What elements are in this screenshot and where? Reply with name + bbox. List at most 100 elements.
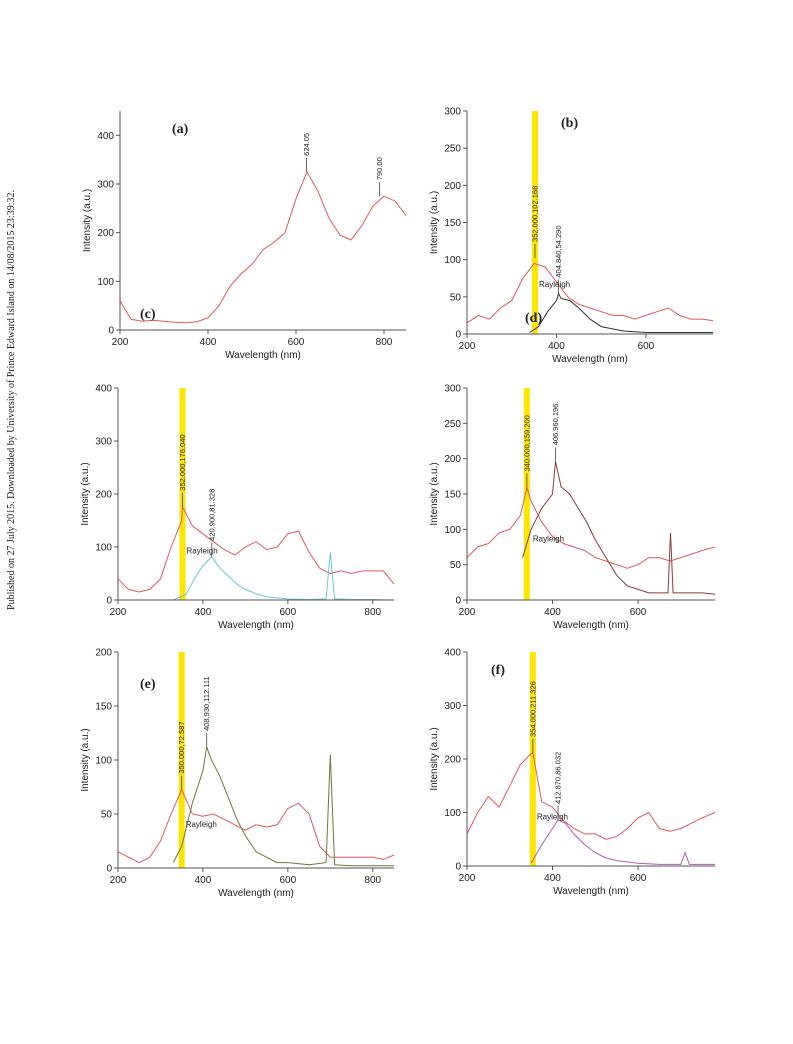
annotation-label: 340.000,159.200 (522, 415, 531, 471)
y-tick-label: 150 (444, 218, 461, 229)
annotation-label: 350.000,72.587 (177, 721, 186, 773)
x-tick-label: 600 (280, 875, 297, 886)
x-axis-title: Wavelength (nm) (553, 620, 629, 631)
y-tick-label: 300 (97, 180, 114, 191)
x-tick-label: 200 (110, 607, 127, 618)
y-tick-label: 150 (444, 490, 461, 501)
panel-label: (f) (491, 663, 505, 678)
annotation-label: 354.000,211.326 (528, 681, 537, 737)
y-tick-label: 400 (444, 648, 461, 659)
annotation-label: 408.930,112.111 (202, 676, 211, 731)
y-axis-title: Intensity (a.u.) (429, 462, 440, 525)
y-tick-label: 400 (97, 131, 114, 142)
y-tick-label: 100 (95, 543, 112, 554)
rayleigh-band (531, 111, 538, 334)
rayleigh-label: Rayleigh (187, 546, 218, 555)
y-tick-label: 100 (444, 255, 461, 266)
y-tick-label: 100 (444, 525, 461, 536)
y-tick-label: 200 (444, 181, 461, 192)
y-tick-label: 50 (101, 810, 113, 821)
y-tick-label: 0 (455, 596, 461, 607)
y-tick-label: 200 (95, 490, 112, 501)
rayleigh-band (523, 388, 530, 600)
y-axis-title: Intensity (a.u.) (429, 727, 440, 790)
panel-label: (b) (561, 116, 578, 131)
y-tick-label: 400 (95, 384, 112, 395)
y-tick-label: 0 (455, 862, 461, 873)
x-axis-title: Wavelength (nm) (225, 350, 301, 361)
y-tick-label: 300 (444, 384, 461, 395)
rayleigh-label: Rayleigh (537, 812, 568, 821)
spectrum-line (466, 752, 716, 840)
x-tick-label: 600 (630, 607, 647, 618)
y-axis-title: Intensity (a.u.) (82, 189, 93, 252)
annotation-label: 624.05 (302, 133, 311, 156)
x-tick-label: 200 (110, 875, 127, 886)
x-axis-title: Wavelength (nm) (218, 620, 294, 631)
annotation-label: 352.000,102.168 (530, 186, 539, 242)
x-tick-label: 800 (376, 337, 393, 348)
y-tick-label: 50 (450, 560, 462, 571)
panel-label: (c) (140, 307, 156, 322)
side-note: Published on 27 July 2015. Downloaded by… (6, 190, 17, 610)
y-tick-label: 200 (97, 228, 114, 239)
panel-label: (d) (525, 311, 542, 326)
x-tick-label: 600 (638, 341, 655, 352)
x-tick-label: 400 (195, 607, 212, 618)
x-tick-label: 600 (288, 337, 305, 348)
rayleigh-label: Rayleigh (186, 820, 217, 829)
rayleigh-label: Rayleigh (539, 280, 570, 289)
x-tick-label: 600 (280, 607, 297, 618)
panel-label: (e) (140, 677, 156, 692)
rayleigh-band (178, 652, 185, 868)
spectrum-line (173, 552, 395, 601)
y-tick-label: 0 (455, 330, 461, 341)
annotation-label: 404.840,54.290 (554, 226, 563, 278)
rayleigh-band (529, 652, 536, 866)
x-tick-label: 200 (459, 873, 476, 884)
spectrum-line (466, 485, 716, 569)
y-tick-label: 0 (106, 864, 112, 875)
x-tick-label: 200 (112, 337, 129, 348)
spectrum-line (522, 461, 716, 595)
spectrum-line (117, 504, 395, 593)
y-tick-label: 100 (444, 808, 461, 819)
x-tick-label: 200 (459, 607, 476, 618)
annotation-label: 790.00 (375, 157, 384, 180)
y-tick-label: 0 (108, 326, 114, 337)
x-tick-label: 800 (364, 607, 381, 618)
y-tick-label: 150 (95, 702, 112, 713)
x-tick-label: 800 (364, 875, 381, 886)
x-tick-label: 400 (195, 875, 212, 886)
x-tick-label: 400 (544, 607, 561, 618)
x-tick-label: 600 (630, 873, 647, 884)
spectrum-line (117, 788, 395, 864)
y-tick-label: 100 (97, 277, 114, 288)
spectrum-line (466, 262, 714, 324)
y-axis-title: Intensity (a.u.) (429, 191, 440, 254)
y-tick-label: 300 (444, 107, 461, 118)
y-axis-title: Intensity (a.u.) (80, 462, 91, 525)
spectrum-line (530, 819, 715, 865)
x-axis-title: Wavelength (nm) (218, 888, 294, 899)
y-tick-label: 300 (95, 437, 112, 448)
panel-label: (a) (172, 122, 189, 137)
y-tick-label: 300 (444, 701, 461, 712)
x-axis-title: Wavelength (nm) (553, 886, 629, 897)
x-tick-label: 400 (200, 337, 217, 348)
y-tick-label: 0 (106, 596, 112, 607)
x-tick-label: 400 (548, 341, 565, 352)
rayleigh-label: Rayleigh (533, 534, 564, 543)
x-axis-title: Wavelength (nm) (552, 354, 628, 365)
x-tick-label: 200 (459, 341, 476, 352)
y-tick-label: 200 (444, 454, 461, 465)
spectrum-line (172, 746, 394, 867)
annotation-label: 420.900,81.328 (207, 489, 216, 541)
y-tick-label: 100 (95, 756, 112, 767)
x-tick-label: 400 (544, 873, 561, 884)
spectrum-line (529, 292, 713, 333)
annotation-label: 406.960,196. (551, 402, 560, 446)
y-axis-title: Intensity (a.u.) (80, 728, 91, 791)
